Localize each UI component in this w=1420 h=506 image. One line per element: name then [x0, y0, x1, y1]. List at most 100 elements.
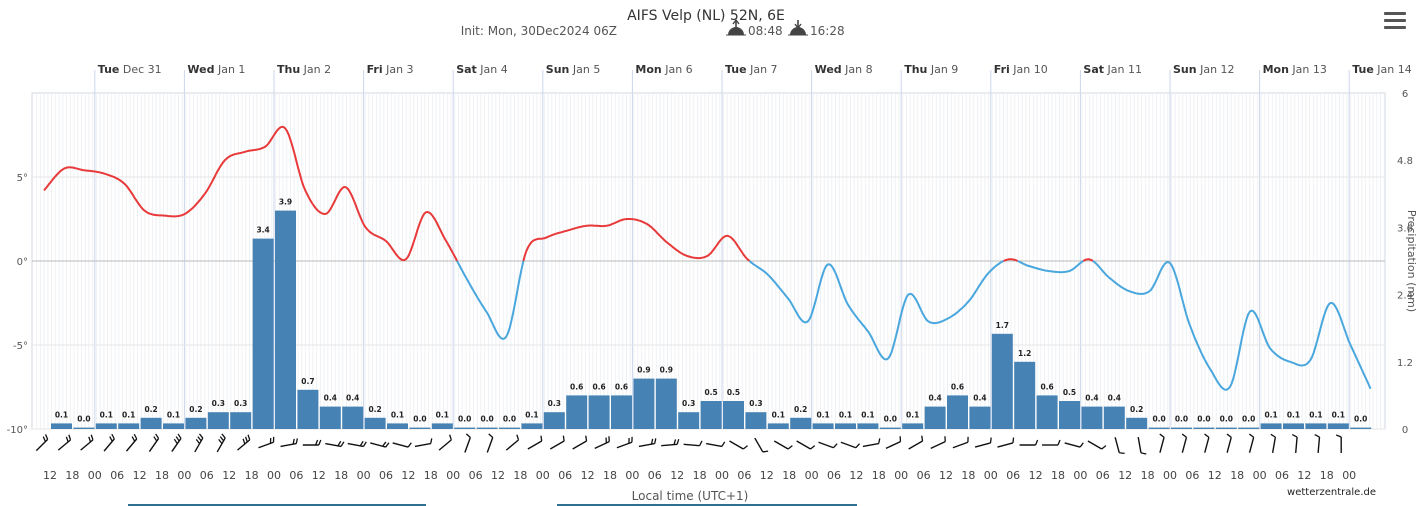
precipitation-bar	[1148, 427, 1170, 429]
wind-barb-icon	[171, 433, 182, 452]
precipitation-bar	[409, 427, 431, 429]
wind-barb-icon	[862, 438, 881, 448]
precipitation-bar	[95, 423, 117, 429]
wind-barb-icon	[952, 436, 969, 449]
hour-tick-label: 12	[1297, 469, 1311, 482]
precipitation-value-label: 0.0	[1242, 415, 1255, 424]
precipitation-bar	[1305, 423, 1327, 429]
precipitation-bar	[51, 423, 72, 429]
precipitation-value-label: 0.1	[816, 410, 829, 419]
precipitation-bar	[969, 406, 991, 429]
hour-tick-label: 06	[917, 469, 931, 482]
day-label: Sat Jan 11	[1083, 63, 1142, 76]
precipitation-bar	[1014, 361, 1036, 429]
wind-barb-icon	[974, 437, 992, 448]
wind-barb-icon	[1335, 434, 1342, 453]
precipitation-value-label: 0.1	[525, 410, 538, 419]
hour-tick-label: 06	[1275, 469, 1289, 482]
wind-barb-icon	[237, 434, 251, 451]
hour-tick-label: 00	[267, 469, 281, 482]
wind-barb-icon	[1087, 440, 1107, 450]
hour-tick-label: 06	[1006, 469, 1020, 482]
hour-tick-label: 00	[446, 469, 460, 482]
temperature-tick-label: 5°	[17, 173, 28, 184]
precipitation-tick-label: 0	[1402, 425, 1408, 436]
wind-barb-icon	[773, 440, 793, 450]
precipitation-bar	[1171, 427, 1192, 429]
temperature-line-above-zero	[43, 125, 458, 262]
wind-barb-icon	[57, 434, 72, 451]
wind-barb-icon	[1042, 439, 1061, 446]
x-axis-title: Local time (UTC+1)	[632, 489, 749, 503]
precipitation-bar	[387, 423, 408, 429]
wind-barb-icon	[486, 433, 494, 453]
wind-barb-icon	[392, 442, 412, 448]
precipitation-value-label: 0.6	[592, 382, 605, 391]
precipitation-value-label: 0.1	[167, 410, 180, 419]
sunrise-icon	[726, 18, 746, 36]
wind-barb-icon	[464, 433, 471, 453]
precipitation-value-label: 0.0	[503, 415, 516, 424]
precipitation-value-label: 0.1	[122, 410, 135, 419]
wind-barb-icon	[840, 441, 860, 449]
wind-barb-icon	[414, 438, 433, 448]
precipitation-value-label: 0.3	[234, 399, 247, 408]
hour-tick-label: 00	[984, 469, 998, 482]
wind-barb-icon	[216, 433, 226, 453]
precipitation-bar	[476, 427, 498, 429]
precipitation-bar	[275, 210, 296, 429]
day-label: Sun Jan 5	[546, 63, 601, 76]
precipitation-bar	[1036, 395, 1058, 429]
wind-barb-icon	[1159, 433, 1165, 453]
day-label: Tue Jan 7	[725, 63, 778, 76]
scroll-bar-right[interactable]	[557, 504, 857, 506]
precipitation-value-label: 0.1	[906, 410, 919, 419]
day-label: Fri Jan 10	[994, 63, 1048, 76]
hour-tick-label: 06	[110, 469, 124, 482]
day-label: Thu Jan 2	[277, 63, 331, 76]
hour-tick-label: 00	[625, 469, 639, 482]
wind-barb-icon	[194, 433, 204, 453]
precipitation-value-label: 0.4	[346, 394, 359, 403]
day-label: Thu Jan 9	[904, 63, 958, 76]
precipitation-value-label: 0.5	[1063, 388, 1076, 397]
wind-barb-icon	[1314, 434, 1321, 454]
precipitation-tick-label: 4.8	[1397, 156, 1413, 167]
precipitation-value-label: 0.0	[77, 415, 90, 424]
hour-tick-label: 18	[693, 469, 707, 482]
wind-barb-icon	[505, 434, 520, 451]
precipitation-value-label: 0.0	[1152, 415, 1165, 424]
precipitation-bar	[1327, 423, 1349, 429]
scroll-bar-left[interactable]	[128, 504, 426, 506]
precipitation-value-label: 3.9	[279, 198, 292, 207]
precipitation-value-label: 0.1	[1264, 410, 1277, 419]
wind-barb-icon	[1181, 433, 1188, 453]
day-label: Mon Jan 13	[1263, 63, 1327, 76]
wind-barb-icon	[125, 433, 138, 452]
precipitation-value-label: 0.4	[1108, 394, 1121, 403]
precipitation-bar	[991, 333, 1013, 429]
precipitation-bar	[319, 406, 341, 429]
hamburger-menu-icon[interactable]	[1384, 12, 1406, 32]
precipitation-value-label: 0.2	[144, 405, 157, 414]
hour-tick-label: 12	[401, 469, 415, 482]
hour-tick-label: 00	[1253, 469, 1267, 482]
hour-tick-label: 06	[648, 469, 662, 482]
precipitation-value-label: 0.0	[458, 415, 471, 424]
precipitation-value-label: 0.1	[1332, 410, 1345, 419]
wind-barb-icon	[258, 436, 275, 449]
hour-tick-label: 00	[715, 469, 729, 482]
precipitation-bar	[342, 406, 364, 429]
wind-barb-icon	[1064, 442, 1084, 448]
precipitation-bar	[588, 395, 610, 429]
wind-barb-icon	[280, 438, 299, 448]
wind-barb-icon	[1291, 434, 1298, 454]
temperature-line-below-zero	[748, 260, 1005, 361]
hour-tick-label: 18	[782, 469, 796, 482]
sunset-icon	[788, 20, 808, 36]
wind-barb-icon	[705, 441, 726, 448]
precipitation-value-label: 0.4	[973, 394, 986, 403]
precipitation-bar	[700, 401, 722, 429]
wind-barb-icon	[754, 437, 769, 453]
hour-tick-label: 18	[245, 469, 259, 482]
